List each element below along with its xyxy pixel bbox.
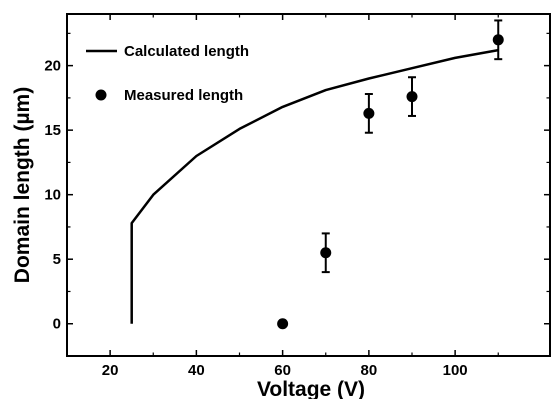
legend: Calculated length Measured length xyxy=(86,43,249,104)
y-tick-label: 0 xyxy=(53,316,61,333)
measured-point xyxy=(406,91,418,103)
legend-label-calculated: Calculated length xyxy=(124,43,249,60)
plot-frame xyxy=(66,13,551,357)
y-tick-label: 10 xyxy=(44,187,61,204)
y-tick-label: 5 xyxy=(53,251,61,268)
y-axis-title: Domain length (µm) xyxy=(11,87,34,283)
measured-point xyxy=(277,318,289,330)
calculated-length-line xyxy=(130,48,499,324)
legend-label-measured: Measured length xyxy=(124,87,243,104)
x-tick-label: 100 xyxy=(443,362,468,379)
y-tick-label: 20 xyxy=(44,58,61,75)
x-tick-label: 80 xyxy=(361,362,378,379)
x-axis-title: Voltage (V) xyxy=(257,378,365,399)
measured-point xyxy=(320,247,332,259)
x-tick-label: 20 xyxy=(102,362,119,379)
ticks-layer: 20 40 60 80 100 0 5 10 15 20 xyxy=(44,14,550,379)
y-tick-label: 15 xyxy=(44,122,61,139)
legend-marker-swatch xyxy=(95,89,107,101)
series-layer xyxy=(130,19,504,330)
x-tick-label: 40 xyxy=(188,362,205,379)
measured-point xyxy=(363,107,375,119)
x-tick-label: 60 xyxy=(274,362,291,379)
measured-point xyxy=(492,34,504,46)
